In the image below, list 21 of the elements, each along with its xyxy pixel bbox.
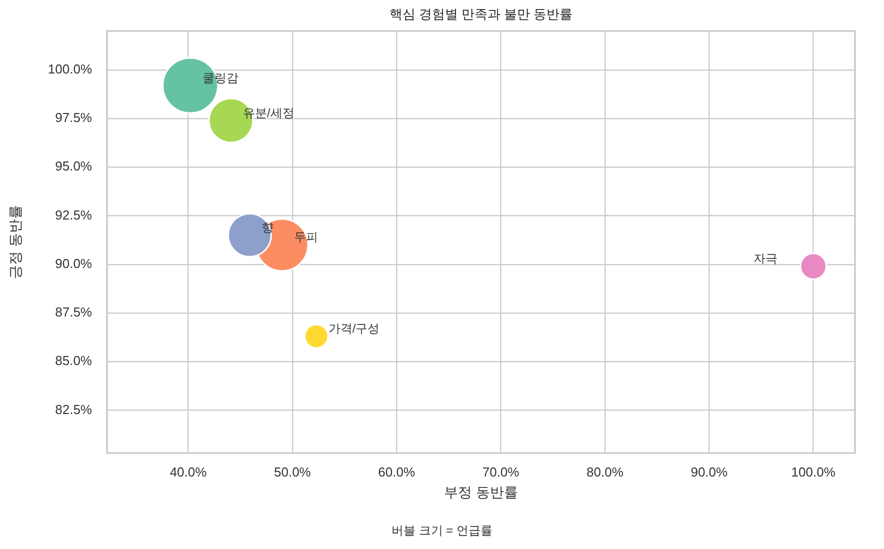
- x-tick-label: 80.0%: [586, 464, 624, 480]
- series-label: 가격/구성: [328, 322, 380, 336]
- text: 버블 크기 = 언급률: [391, 523, 493, 538]
- y-axis-title: 긍정 동반률: [6, 205, 23, 279]
- y-tick-label: 97.5%: [55, 110, 92, 126]
- y-tick-label: 95.0%: [55, 158, 92, 174]
- y-tick-label: 87.5%: [55, 304, 92, 320]
- y-tick-label: 90.0%: [55, 256, 92, 271]
- chart-title: 핵심 경험별 만족과 불만 동반률: [389, 6, 573, 22]
- x-axis-title: 부정 동반률: [444, 484, 518, 500]
- x-tick-label: 90.0%: [690, 464, 728, 480]
- x-tick-label: 100.0%: [791, 464, 836, 480]
- x-tick-label: 60.0%: [378, 464, 416, 480]
- y-tick-label: 82.5%: [55, 402, 92, 417]
- x-tick-label: 40.0%: [170, 464, 208, 480]
- x-tick-label: 70.0%: [482, 464, 520, 480]
- x-tick-label: 50.0%: [274, 464, 312, 480]
- y-tick-label: 100.0%: [48, 61, 92, 76]
- series-label: 자극: [753, 252, 778, 266]
- y-tick-label: 92.5%: [55, 207, 92, 222]
- y-tick-label: 85.0%: [55, 353, 92, 368]
